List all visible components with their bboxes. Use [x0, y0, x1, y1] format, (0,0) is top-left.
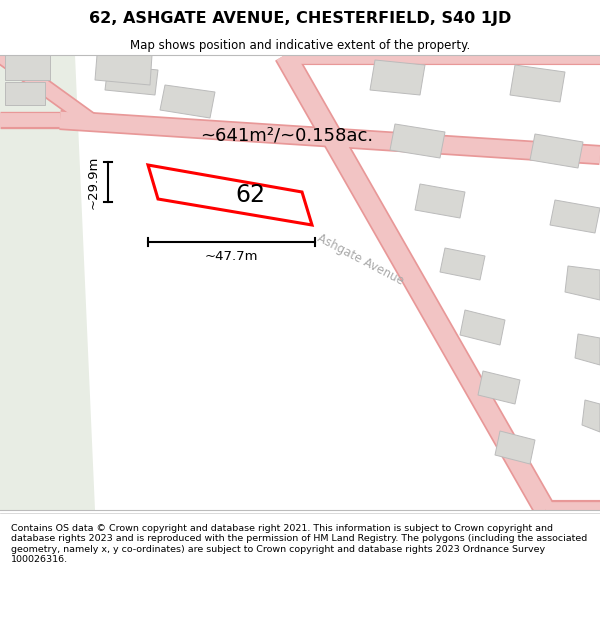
Polygon shape — [5, 55, 50, 80]
Polygon shape — [565, 266, 600, 300]
Text: ~47.7m: ~47.7m — [205, 250, 258, 263]
Polygon shape — [495, 431, 535, 464]
Text: 62, ASHGATE AVENUE, CHESTERFIELD, S40 1JD: 62, ASHGATE AVENUE, CHESTERFIELD, S40 1J… — [89, 11, 511, 26]
Polygon shape — [582, 400, 600, 432]
Text: ~641m²/~0.158ac.: ~641m²/~0.158ac. — [200, 127, 373, 145]
Polygon shape — [95, 55, 152, 85]
Polygon shape — [460, 310, 505, 345]
Polygon shape — [0, 55, 95, 510]
Polygon shape — [390, 124, 445, 158]
Polygon shape — [415, 184, 465, 218]
Polygon shape — [370, 60, 425, 95]
Polygon shape — [5, 82, 45, 105]
Text: Contains OS data © Crown copyright and database right 2021. This information is : Contains OS data © Crown copyright and d… — [11, 524, 587, 564]
Polygon shape — [575, 334, 600, 365]
Polygon shape — [550, 200, 600, 233]
Polygon shape — [478, 371, 520, 404]
Text: 62: 62 — [235, 183, 265, 208]
Polygon shape — [530, 134, 583, 168]
Polygon shape — [148, 165, 312, 225]
Text: Ashgate Avenue: Ashgate Avenue — [314, 232, 406, 288]
Polygon shape — [160, 85, 215, 118]
Polygon shape — [105, 65, 158, 95]
Polygon shape — [510, 65, 565, 102]
Text: ~29.9m: ~29.9m — [87, 155, 100, 209]
Text: Map shows position and indicative extent of the property.: Map shows position and indicative extent… — [130, 39, 470, 51]
Polygon shape — [440, 248, 485, 280]
